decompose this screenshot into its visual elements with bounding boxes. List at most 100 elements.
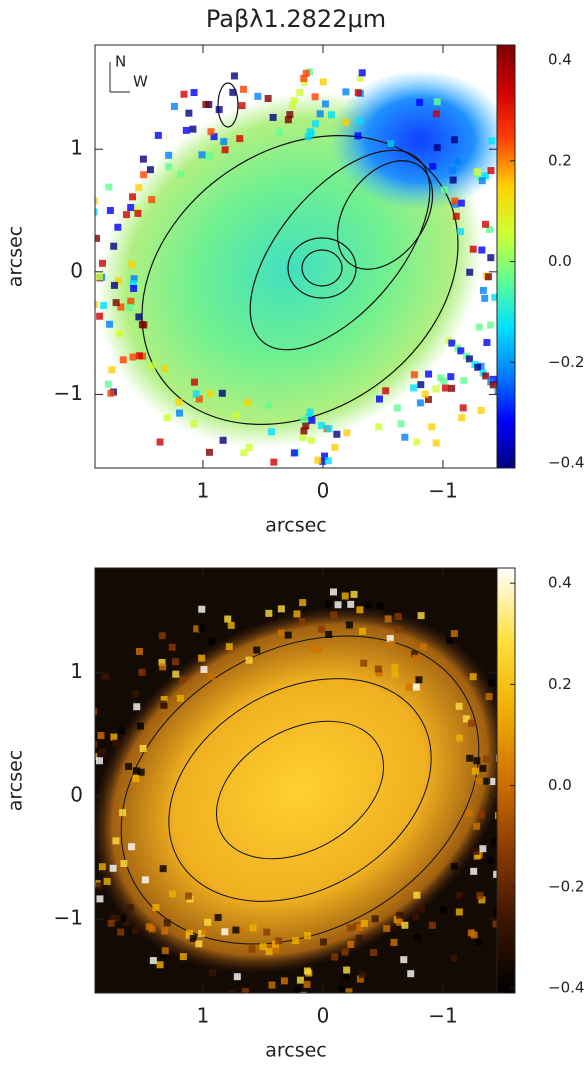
noise-pixel (325, 425, 333, 433)
noise-pixel (330, 611, 338, 619)
colorbar (496, 567, 516, 994)
noise-pixel (407, 970, 415, 978)
noise-pixel (230, 72, 238, 80)
noise-pixel (265, 948, 273, 956)
noise-pixel (126, 903, 134, 911)
colorbar-tick-label: −0.4 (548, 978, 584, 996)
noise-pixel (414, 933, 422, 941)
noise-pixel (185, 929, 193, 937)
noise-pixel (202, 100, 210, 108)
noise-pixel (198, 151, 206, 159)
noise-pixel (473, 852, 481, 860)
noise-pixel (449, 166, 457, 174)
noise-pixel (314, 456, 322, 464)
noise-pixel (457, 228, 465, 236)
noise-pixel (218, 389, 226, 397)
noise-pixel (240, 449, 248, 457)
noise-pixel (309, 644, 317, 652)
noise-pixel (117, 928, 125, 936)
noise-pixel (161, 365, 169, 373)
noise-pixel (241, 988, 249, 993)
noise-pixel (179, 953, 187, 961)
noise-pixel (219, 436, 227, 444)
noise-pixel (308, 416, 316, 424)
x-axis-label: arcsec (265, 1040, 327, 1062)
y-tick-label: 0 (70, 258, 83, 282)
noise-pixel (86, 281, 93, 288)
noise-pixel (343, 966, 351, 974)
noise-pixel (428, 921, 436, 929)
noise-pixel (540, 264, 547, 271)
noise-pixel (138, 668, 146, 676)
noise-pixel (132, 926, 140, 934)
noise-pixel (128, 843, 136, 851)
noise-pixel (470, 931, 478, 939)
noise-pixel (123, 918, 131, 926)
noise-pixel (137, 722, 145, 730)
noise-pixel (145, 923, 153, 931)
noise-pixel (158, 658, 166, 666)
noise-pixel (343, 429, 351, 437)
noise-pixel (307, 436, 315, 444)
noise-pixel (117, 303, 125, 311)
noise-pixel (263, 928, 271, 936)
noise-pixel (54, 790, 61, 797)
noise-pixel (405, 683, 413, 691)
noise-pixel (159, 951, 167, 959)
noise-pixel (236, 135, 244, 143)
noise-pixel (476, 892, 484, 900)
noise-pixel (110, 914, 118, 922)
noise-pixel (518, 694, 525, 701)
noise-pixel (547, 749, 554, 756)
noise-pixel (272, 946, 280, 954)
noise-pixel (376, 602, 384, 610)
noise-pixel (441, 186, 449, 194)
noise-pixel (97, 732, 105, 740)
noise-pixel (107, 919, 115, 927)
noise-pixel (169, 890, 177, 898)
noise-pixel (300, 78, 308, 86)
noise-pixel (290, 97, 298, 105)
noise-pixel (516, 776, 523, 783)
noise-pixel (478, 896, 486, 904)
noise-pixel (172, 670, 180, 678)
colorbar-ticks: −0.4 −0.2 0.0 0.2 0.4 (510, 574, 584, 996)
noise-pixel (292, 994, 299, 1001)
noise-pixel (177, 170, 185, 178)
noise-pixel (516, 367, 523, 374)
noise-pixel (520, 259, 527, 266)
x-tick-label: −1 (428, 1004, 457, 1028)
noise-pixel (491, 293, 497, 301)
noise-pixel (245, 656, 253, 664)
noise-pixel (198, 605, 206, 613)
noise-pixel (393, 404, 401, 412)
noise-pixel (129, 353, 137, 361)
noise-pixel (182, 126, 190, 134)
noise-pixel (519, 274, 526, 281)
noise-pixel (450, 862, 458, 870)
noise-pixel (119, 356, 127, 364)
noise-pixel (208, 637, 216, 645)
noise-pixel (488, 137, 496, 145)
x-tick-label: 0 (317, 479, 330, 503)
noise-pixel (284, 631, 292, 639)
noise-pixel (232, 412, 240, 420)
noise-pixel (227, 990, 235, 993)
noise-pixel (304, 133, 312, 141)
noise-pixel (411, 654, 419, 662)
noise-pixel (459, 404, 467, 412)
noise-pixel (135, 647, 143, 655)
noise-pixel (78, 184, 85, 191)
noise-pixel (413, 891, 421, 899)
noise-pixel (450, 954, 458, 962)
x-tick-label: 1 (197, 479, 210, 503)
noise-pixel (452, 212, 460, 220)
noise-pixel (176, 409, 184, 417)
noise-pixel (315, 645, 323, 653)
noise-pixel (299, 991, 307, 993)
noise-pixel (451, 136, 459, 144)
noise-pixel (449, 176, 457, 184)
noise-pixel (140, 171, 148, 179)
noise-pixel (298, 618, 306, 626)
